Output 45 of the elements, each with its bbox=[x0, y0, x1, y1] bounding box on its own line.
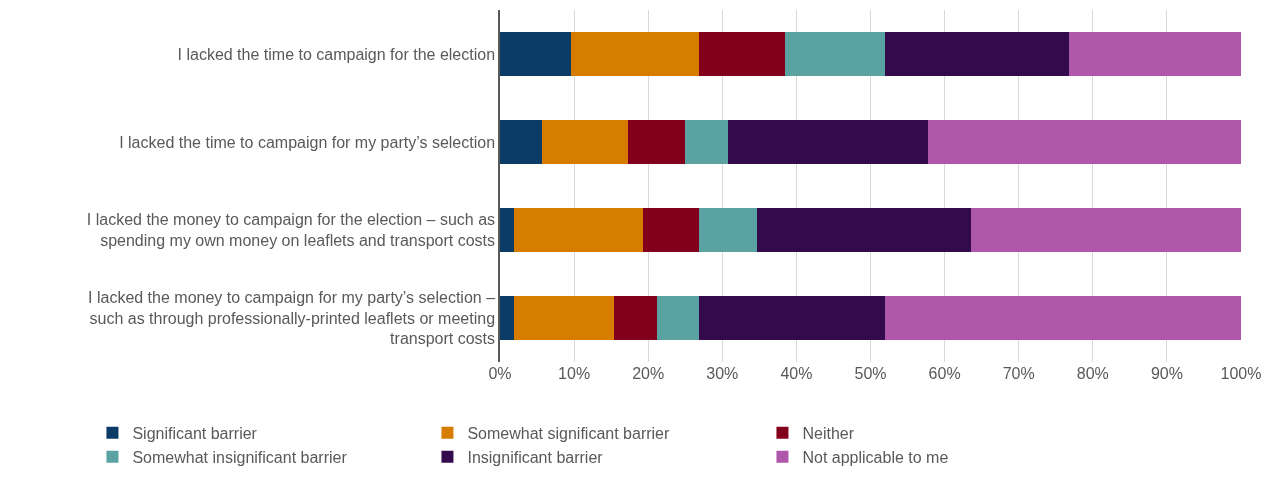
bar bbox=[657, 296, 700, 340]
bar bbox=[1069, 32, 1241, 76]
x-tick-label: 80% bbox=[1076, 365, 1109, 382]
x-tick-label: 30% bbox=[706, 365, 739, 382]
y-tick-label: I lacked the time to campaign for the election bbox=[177, 45, 496, 63]
x-tick-label: 90% bbox=[1150, 365, 1183, 382]
bar bbox=[885, 32, 1070, 76]
bar bbox=[927, 120, 1241, 164]
bar bbox=[970, 208, 1241, 252]
legend-label: Insignificant barrier bbox=[467, 448, 604, 466]
bar bbox=[571, 32, 700, 76]
bar bbox=[500, 208, 515, 252]
bar bbox=[699, 208, 758, 252]
x-tick-label: 100% bbox=[1220, 365, 1262, 382]
x-tick-label: 20% bbox=[632, 365, 665, 382]
bar bbox=[699, 296, 886, 340]
y-tick-label: I lacked the money to campaign for my party’s selection – such as through professionally-printed leaflets or meeting transport costs bbox=[88, 288, 496, 348]
bar bbox=[728, 120, 928, 164]
x-tick-label: 0% bbox=[488, 365, 512, 382]
bar bbox=[514, 296, 615, 340]
x-tick-label: 40% bbox=[780, 365, 813, 382]
bar bbox=[542, 120, 629, 164]
bar bbox=[685, 120, 729, 164]
x-tick-label: 10% bbox=[558, 365, 591, 382]
bar bbox=[500, 296, 515, 340]
y-tick-label: I lacked the time to campaign for my party’s selection bbox=[119, 133, 496, 151]
bar bbox=[514, 208, 644, 252]
bar bbox=[500, 120, 543, 164]
bar bbox=[785, 32, 886, 76]
legend-label: Somewhat insignificant barrier bbox=[132, 448, 348, 466]
x-tick-label: 50% bbox=[854, 365, 887, 382]
y-tick-label: I lacked the money to campaign for the election – such as spending my own money on leaflets and transport costs bbox=[86, 211, 496, 249]
x-tick-label: 70% bbox=[1002, 365, 1035, 382]
bar bbox=[643, 208, 700, 252]
legend-label: Somewhat significant barrier bbox=[467, 425, 670, 443]
bar bbox=[757, 208, 971, 252]
bar bbox=[614, 296, 658, 340]
bar bbox=[628, 120, 686, 164]
x-tick-label: 60% bbox=[928, 365, 961, 382]
bar bbox=[699, 32, 786, 76]
bar bbox=[885, 296, 1241, 340]
bar bbox=[500, 32, 572, 76]
legend-label: Significant barrier bbox=[132, 425, 258, 443]
legend-label: Not applicable to me bbox=[802, 448, 949, 466]
legend-label: Neither bbox=[802, 425, 855, 443]
